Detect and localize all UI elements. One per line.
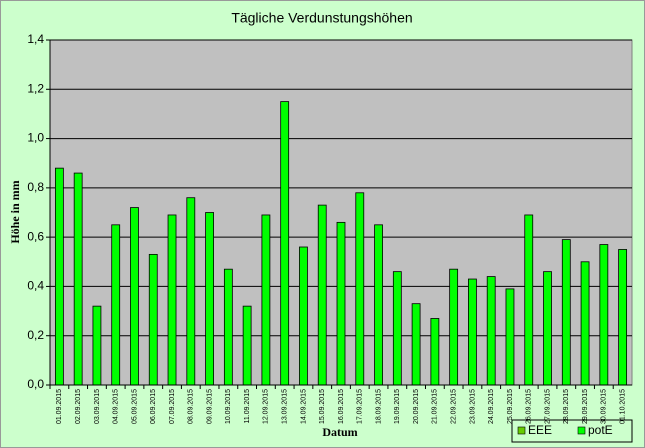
y-tick-label: 0,4 — [27, 279, 44, 293]
x-tick-label: 13.09.2015 — [282, 389, 289, 424]
x-tick-label: 14.09.2015 — [300, 389, 307, 424]
legend-swatch — [577, 426, 586, 435]
x-tick-label: 30.09.2015 — [601, 389, 608, 424]
x-tick-label: 20.09.2015 — [413, 389, 420, 424]
x-tick-label: 02.09.2015 — [75, 389, 82, 424]
x-tick-label: 17.09.2015 — [357, 389, 364, 424]
x-tick-label: 22.09.2015 — [450, 389, 457, 424]
legend-label: EEE — [528, 423, 552, 437]
y-tick-label: 1,4 — [27, 32, 44, 46]
chart-title: Tägliche Verdunstungshöhen — [231, 10, 412, 26]
bar — [543, 271, 552, 386]
bar — [130, 207, 139, 386]
bar — [505, 288, 515, 386]
bar — [618, 249, 628, 386]
y-tick-label: 0,0 — [27, 377, 44, 391]
x-tick-label: 03.09.2015 — [94, 389, 101, 424]
y-tick-label: 1,2 — [27, 81, 44, 95]
bar — [411, 303, 421, 386]
bar — [317, 204, 327, 386]
x-tick-label: 05.09.2015 — [131, 389, 138, 424]
legend-label: potE — [588, 423, 613, 437]
bar — [430, 318, 440, 386]
x-tick-label: 12.09.2015 — [263, 389, 270, 424]
x-tick-label: 26.09.2015 — [526, 389, 533, 424]
bar — [54, 167, 64, 386]
x-tick-label: 01.10.2015 — [619, 389, 626, 424]
bar — [92, 305, 102, 386]
y-axis-label: Höhe in mm — [8, 180, 22, 243]
legend-box — [511, 419, 633, 443]
x-tick-label: 28.09.2015 — [563, 389, 570, 424]
x-tick-label: 19.09.2015 — [394, 389, 401, 424]
bar — [261, 214, 271, 386]
y-tick-label: 0,8 — [27, 180, 44, 194]
bar — [73, 172, 83, 386]
bar — [355, 192, 365, 386]
x-tick-label: 04.09.2015 — [113, 389, 120, 424]
bar — [449, 268, 459, 386]
y-tick-label: 1,0 — [27, 131, 44, 145]
bar — [599, 244, 609, 386]
bar — [336, 221, 346, 386]
y-tick-label: 0,2 — [27, 328, 44, 342]
x-tick-label: 11.09.2015 — [244, 389, 251, 424]
x-tick-label: 23.09.2015 — [469, 389, 476, 424]
bar — [374, 224, 383, 386]
x-tick-label: 18.09.2015 — [375, 389, 382, 424]
x-tick-label: 24.09.2015 — [488, 389, 495, 424]
bar — [299, 246, 308, 386]
bar — [580, 261, 590, 386]
bar — [486, 276, 496, 386]
x-tick-label: 09.09.2015 — [206, 389, 213, 424]
x-tick-label: 27.09.2015 — [544, 389, 551, 424]
bar — [242, 305, 252, 386]
bar — [524, 214, 534, 386]
x-tick-label: 01.09.2015 — [56, 389, 63, 424]
bar — [280, 101, 290, 386]
x-tick-label: 15.09.2015 — [319, 389, 326, 424]
y-tick-label: 0,6 — [27, 229, 44, 243]
bar — [392, 271, 402, 386]
x-tick-label: 08.09.2015 — [188, 389, 195, 424]
x-tick-label: 10.09.2015 — [225, 389, 232, 424]
x-tick-label: 16.09.2015 — [338, 389, 345, 424]
bar — [205, 212, 214, 386]
bar — [148, 253, 158, 386]
x-tick-label: 25.09.2015 — [507, 389, 514, 424]
bar — [111, 224, 121, 386]
bar — [561, 239, 571, 386]
legend-swatch — [517, 426, 526, 435]
bar — [186, 197, 196, 386]
x-axis-label: Datum — [322, 425, 357, 439]
x-tick-label: 21.09.2015 — [432, 389, 439, 424]
x-tick-label: 29.09.2015 — [582, 389, 589, 424]
bar — [223, 268, 233, 386]
bar — [167, 214, 177, 386]
x-tick-label: 06.09.2015 — [150, 389, 157, 424]
x-tick-label: 07.09.2015 — [169, 389, 176, 424]
bar — [468, 278, 477, 386]
